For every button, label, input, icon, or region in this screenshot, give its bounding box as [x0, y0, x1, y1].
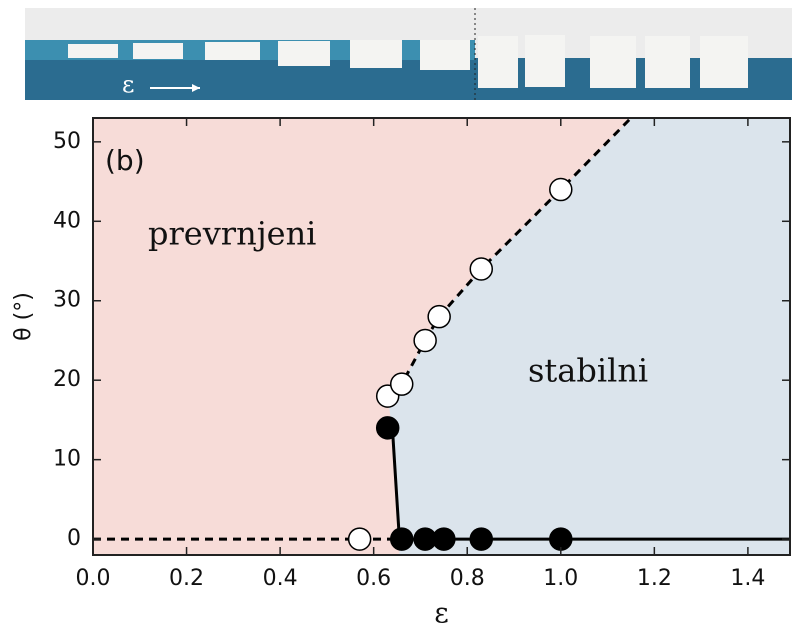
photo-label: ε [122, 71, 134, 99]
plot: 0.0 0.2 0.4 0.6 0.8 1.0 1.2 1.4 0 10 20 30 40 50 ε θ (°… [11, 116, 791, 630]
filled-point [549, 527, 573, 551]
x-tick-label: 1.4 [730, 566, 765, 591]
y-tick-label: 30 [53, 288, 81, 313]
filled-point [375, 416, 400, 440]
open-point [549, 177, 573, 202]
y-tick-label: 0 [67, 526, 81, 551]
open-point [469, 257, 494, 281]
x-tick-label: 0.0 [76, 566, 111, 591]
open-point [389, 372, 414, 396]
open-point [413, 328, 437, 353]
filled-point [432, 527, 456, 551]
x-tick-label: 0.8 [450, 566, 485, 591]
open-point [347, 527, 372, 551]
y-tick-label: 20 [53, 367, 81, 392]
x-tick-label: 0.4 [263, 566, 298, 591]
x-tick-label: 1.0 [543, 566, 578, 591]
photo-blocks [68, 35, 748, 88]
y-tick-label: 10 [53, 447, 81, 472]
y-tick-label: 40 [53, 208, 81, 233]
region-stable [387, 118, 790, 555]
annotation-panel: (b) [105, 144, 145, 177]
filled-point [469, 527, 494, 551]
x-tick-label: 1.2 [637, 566, 672, 591]
x-axis-label: ε [434, 597, 449, 630]
open-point [427, 304, 451, 329]
y-axis-label: θ (°) [11, 292, 36, 341]
y-tick-label: 50 [53, 129, 81, 154]
annotation-overturned: prevrnjeni [148, 215, 316, 253]
photo-strip: ε [25, 8, 792, 100]
photo-arrowhead [192, 84, 200, 92]
filled-point [389, 527, 414, 551]
annotation-stable: stabilni [528, 352, 648, 390]
plot-frame [92, 117, 791, 556]
x-tick-label: 0.2 [169, 566, 204, 591]
x-tick-label: 0.6 [356, 566, 391, 591]
